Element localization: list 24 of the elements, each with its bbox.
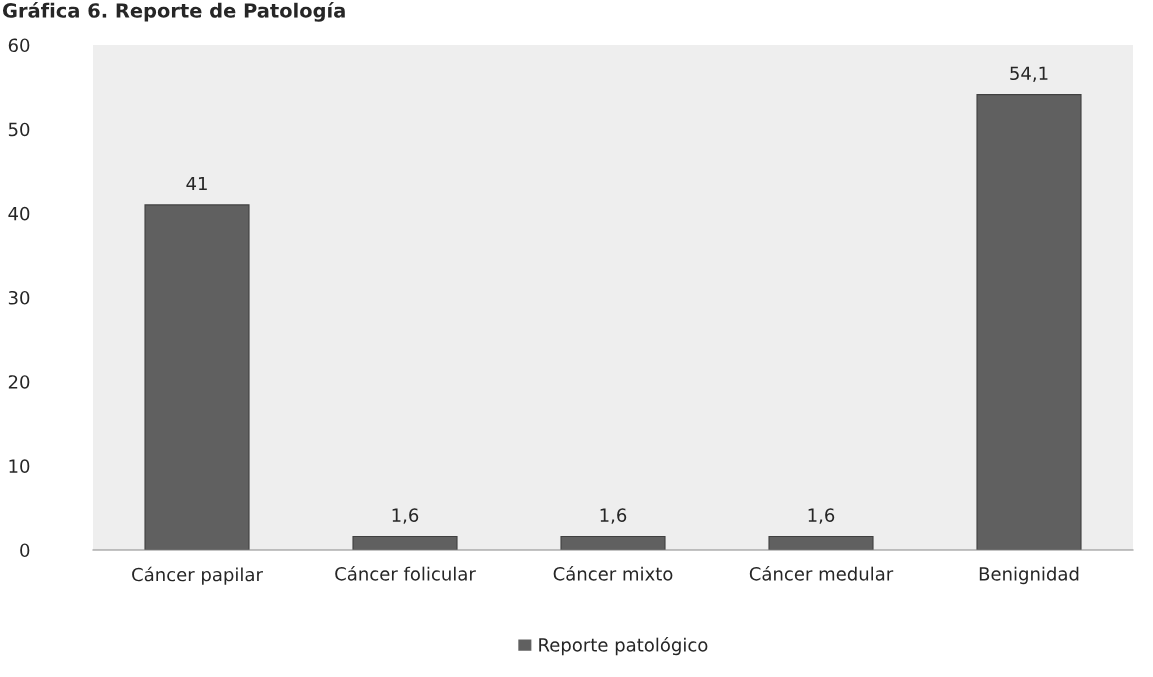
y-tick-label: 20: [8, 375, 30, 389]
x-tick-label: Cáncer papilar: [132, 566, 263, 585]
y-tick-label: 0: [20, 543, 30, 558]
legend-label: Reporte patológico: [539, 636, 708, 656]
text: 1,6: [392, 508, 419, 524]
x-tick-label: Cáncer folicular: [335, 565, 476, 581]
y-tick-label: 60: [8, 38, 30, 53]
bar: [976, 94, 1082, 550]
y-tick-label: 50: [8, 122, 30, 137]
text: 1,6: [600, 508, 627, 524]
chart-title: Gráfica 6. Reporte de Patología: [2, 2, 345, 22]
bar: [144, 204, 250, 550]
y-tick-label: 10: [9, 459, 30, 473]
bar: [768, 535, 874, 550]
x-tick-label: Cáncer medular: [749, 565, 894, 581]
text: 41: [186, 176, 207, 191]
x-tick-label: Cáncer mixto: [553, 565, 673, 581]
y-tick-label: 30: [8, 290, 30, 305]
y-tick-label: 40: [8, 206, 30, 221]
text: 54,1: [1010, 66, 1048, 82]
text: 1,6: [808, 508, 835, 524]
bar: [560, 535, 666, 550]
bar: [352, 535, 458, 550]
x-tick-label: Benignidad: [979, 566, 1079, 585]
